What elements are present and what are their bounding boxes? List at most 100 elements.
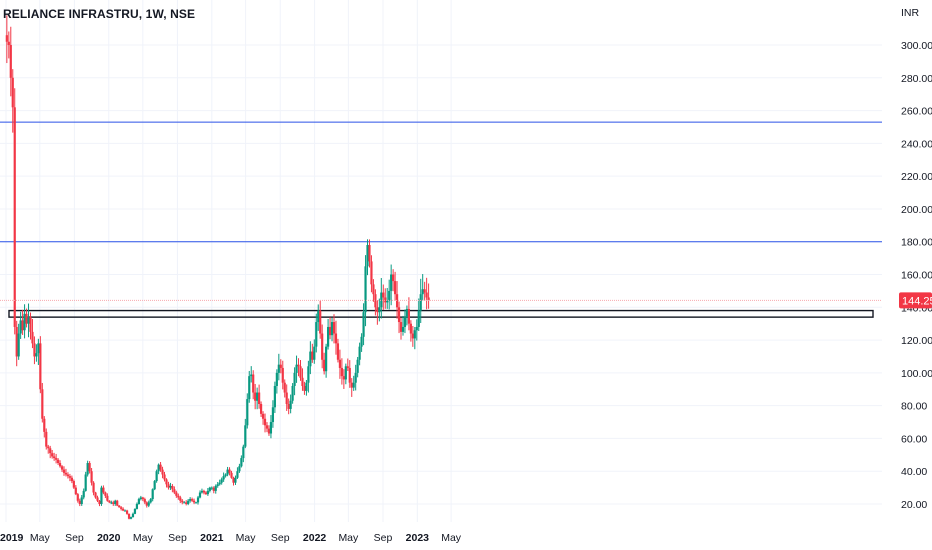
x-tick-label: Sep xyxy=(271,532,290,544)
candle xyxy=(395,281,399,319)
candle xyxy=(269,415,273,439)
candle xyxy=(191,497,194,503)
candle xyxy=(423,281,426,301)
candle xyxy=(163,471,166,482)
candle xyxy=(240,455,243,468)
x-tick-label: 2022 xyxy=(303,532,327,544)
candle xyxy=(66,472,70,479)
candle xyxy=(256,387,259,410)
candle xyxy=(350,378,353,397)
y-tick-label: 100.00 xyxy=(901,368,932,380)
candle xyxy=(13,88,16,335)
candle xyxy=(295,355,298,383)
candle xyxy=(252,370,255,400)
candle xyxy=(346,358,349,372)
x-tick-label: May xyxy=(441,532,462,544)
candle xyxy=(376,300,379,325)
candle xyxy=(200,488,204,494)
candle xyxy=(244,418,247,449)
candle xyxy=(104,491,107,499)
candle xyxy=(167,481,170,490)
candle xyxy=(311,343,314,363)
candle xyxy=(125,509,129,515)
candle xyxy=(106,493,109,502)
candle xyxy=(204,491,208,495)
candle xyxy=(238,463,241,473)
candle xyxy=(232,476,235,486)
candle xyxy=(56,458,60,465)
candle xyxy=(137,497,140,505)
candle xyxy=(49,445,52,459)
candle xyxy=(216,481,219,488)
candle xyxy=(360,333,363,352)
support-zone-rect[interactable] xyxy=(8,309,874,318)
candle xyxy=(88,461,91,474)
candle xyxy=(259,401,263,417)
candle xyxy=(39,336,42,394)
candle xyxy=(181,499,184,505)
price-axis[interactable]: 20.0040.0060.0080.00100.00120.00140.0016… xyxy=(899,7,932,511)
candle xyxy=(315,313,318,353)
candle xyxy=(157,463,160,475)
candle xyxy=(340,358,343,385)
candle xyxy=(378,298,381,322)
candle xyxy=(380,278,383,319)
candle xyxy=(141,496,144,502)
candle xyxy=(403,309,407,334)
x-tick-label: May xyxy=(133,532,154,544)
candle xyxy=(409,320,412,342)
candle xyxy=(110,500,113,505)
candle xyxy=(218,479,221,486)
candle xyxy=(273,381,276,414)
candle xyxy=(279,359,282,374)
candle xyxy=(366,239,369,276)
y-tick-label: 200.00 xyxy=(901,204,932,216)
candle xyxy=(17,323,20,360)
candle xyxy=(330,317,334,342)
candle xyxy=(419,278,422,324)
candle xyxy=(35,344,38,362)
candle xyxy=(214,484,217,494)
candle xyxy=(358,342,361,366)
candle xyxy=(129,516,133,520)
candle xyxy=(261,411,265,425)
candle xyxy=(145,501,148,508)
candle xyxy=(265,422,269,433)
candle xyxy=(31,319,34,349)
candle xyxy=(169,482,172,491)
candle xyxy=(149,498,152,504)
y-tick-label: 260.00 xyxy=(901,106,932,118)
y-tick-label: 280.00 xyxy=(901,73,932,85)
candle xyxy=(242,444,245,463)
candle xyxy=(388,279,391,310)
y-tick-label: 40.00 xyxy=(901,466,927,478)
candle xyxy=(70,475,73,484)
y-tick-label: 120.00 xyxy=(901,335,932,347)
candle xyxy=(118,505,121,508)
candle xyxy=(210,486,213,490)
x-tick-label: Sep xyxy=(168,532,187,544)
candle xyxy=(78,498,81,507)
candle xyxy=(185,500,188,506)
candle xyxy=(342,369,345,389)
candle xyxy=(72,479,75,489)
support-zone[interactable] xyxy=(8,309,874,318)
y-tick-label: 220.00 xyxy=(901,171,932,183)
candle xyxy=(84,471,87,492)
candle xyxy=(194,501,198,504)
candle xyxy=(139,495,142,501)
candle xyxy=(25,308,28,328)
candle xyxy=(344,363,347,385)
candle xyxy=(45,428,48,450)
candle xyxy=(82,488,85,500)
candle xyxy=(301,368,304,391)
candle xyxy=(179,495,182,504)
candle xyxy=(417,298,420,331)
y-tick-label: 60.00 xyxy=(901,433,927,445)
candle xyxy=(305,379,308,396)
candle xyxy=(230,470,233,479)
time-axis[interactable]: 2019 May Sep 2020 May Sep 2021 May Sep 2022 May Sep… xyxy=(0,532,462,544)
candle xyxy=(226,466,229,477)
candle xyxy=(338,349,342,379)
